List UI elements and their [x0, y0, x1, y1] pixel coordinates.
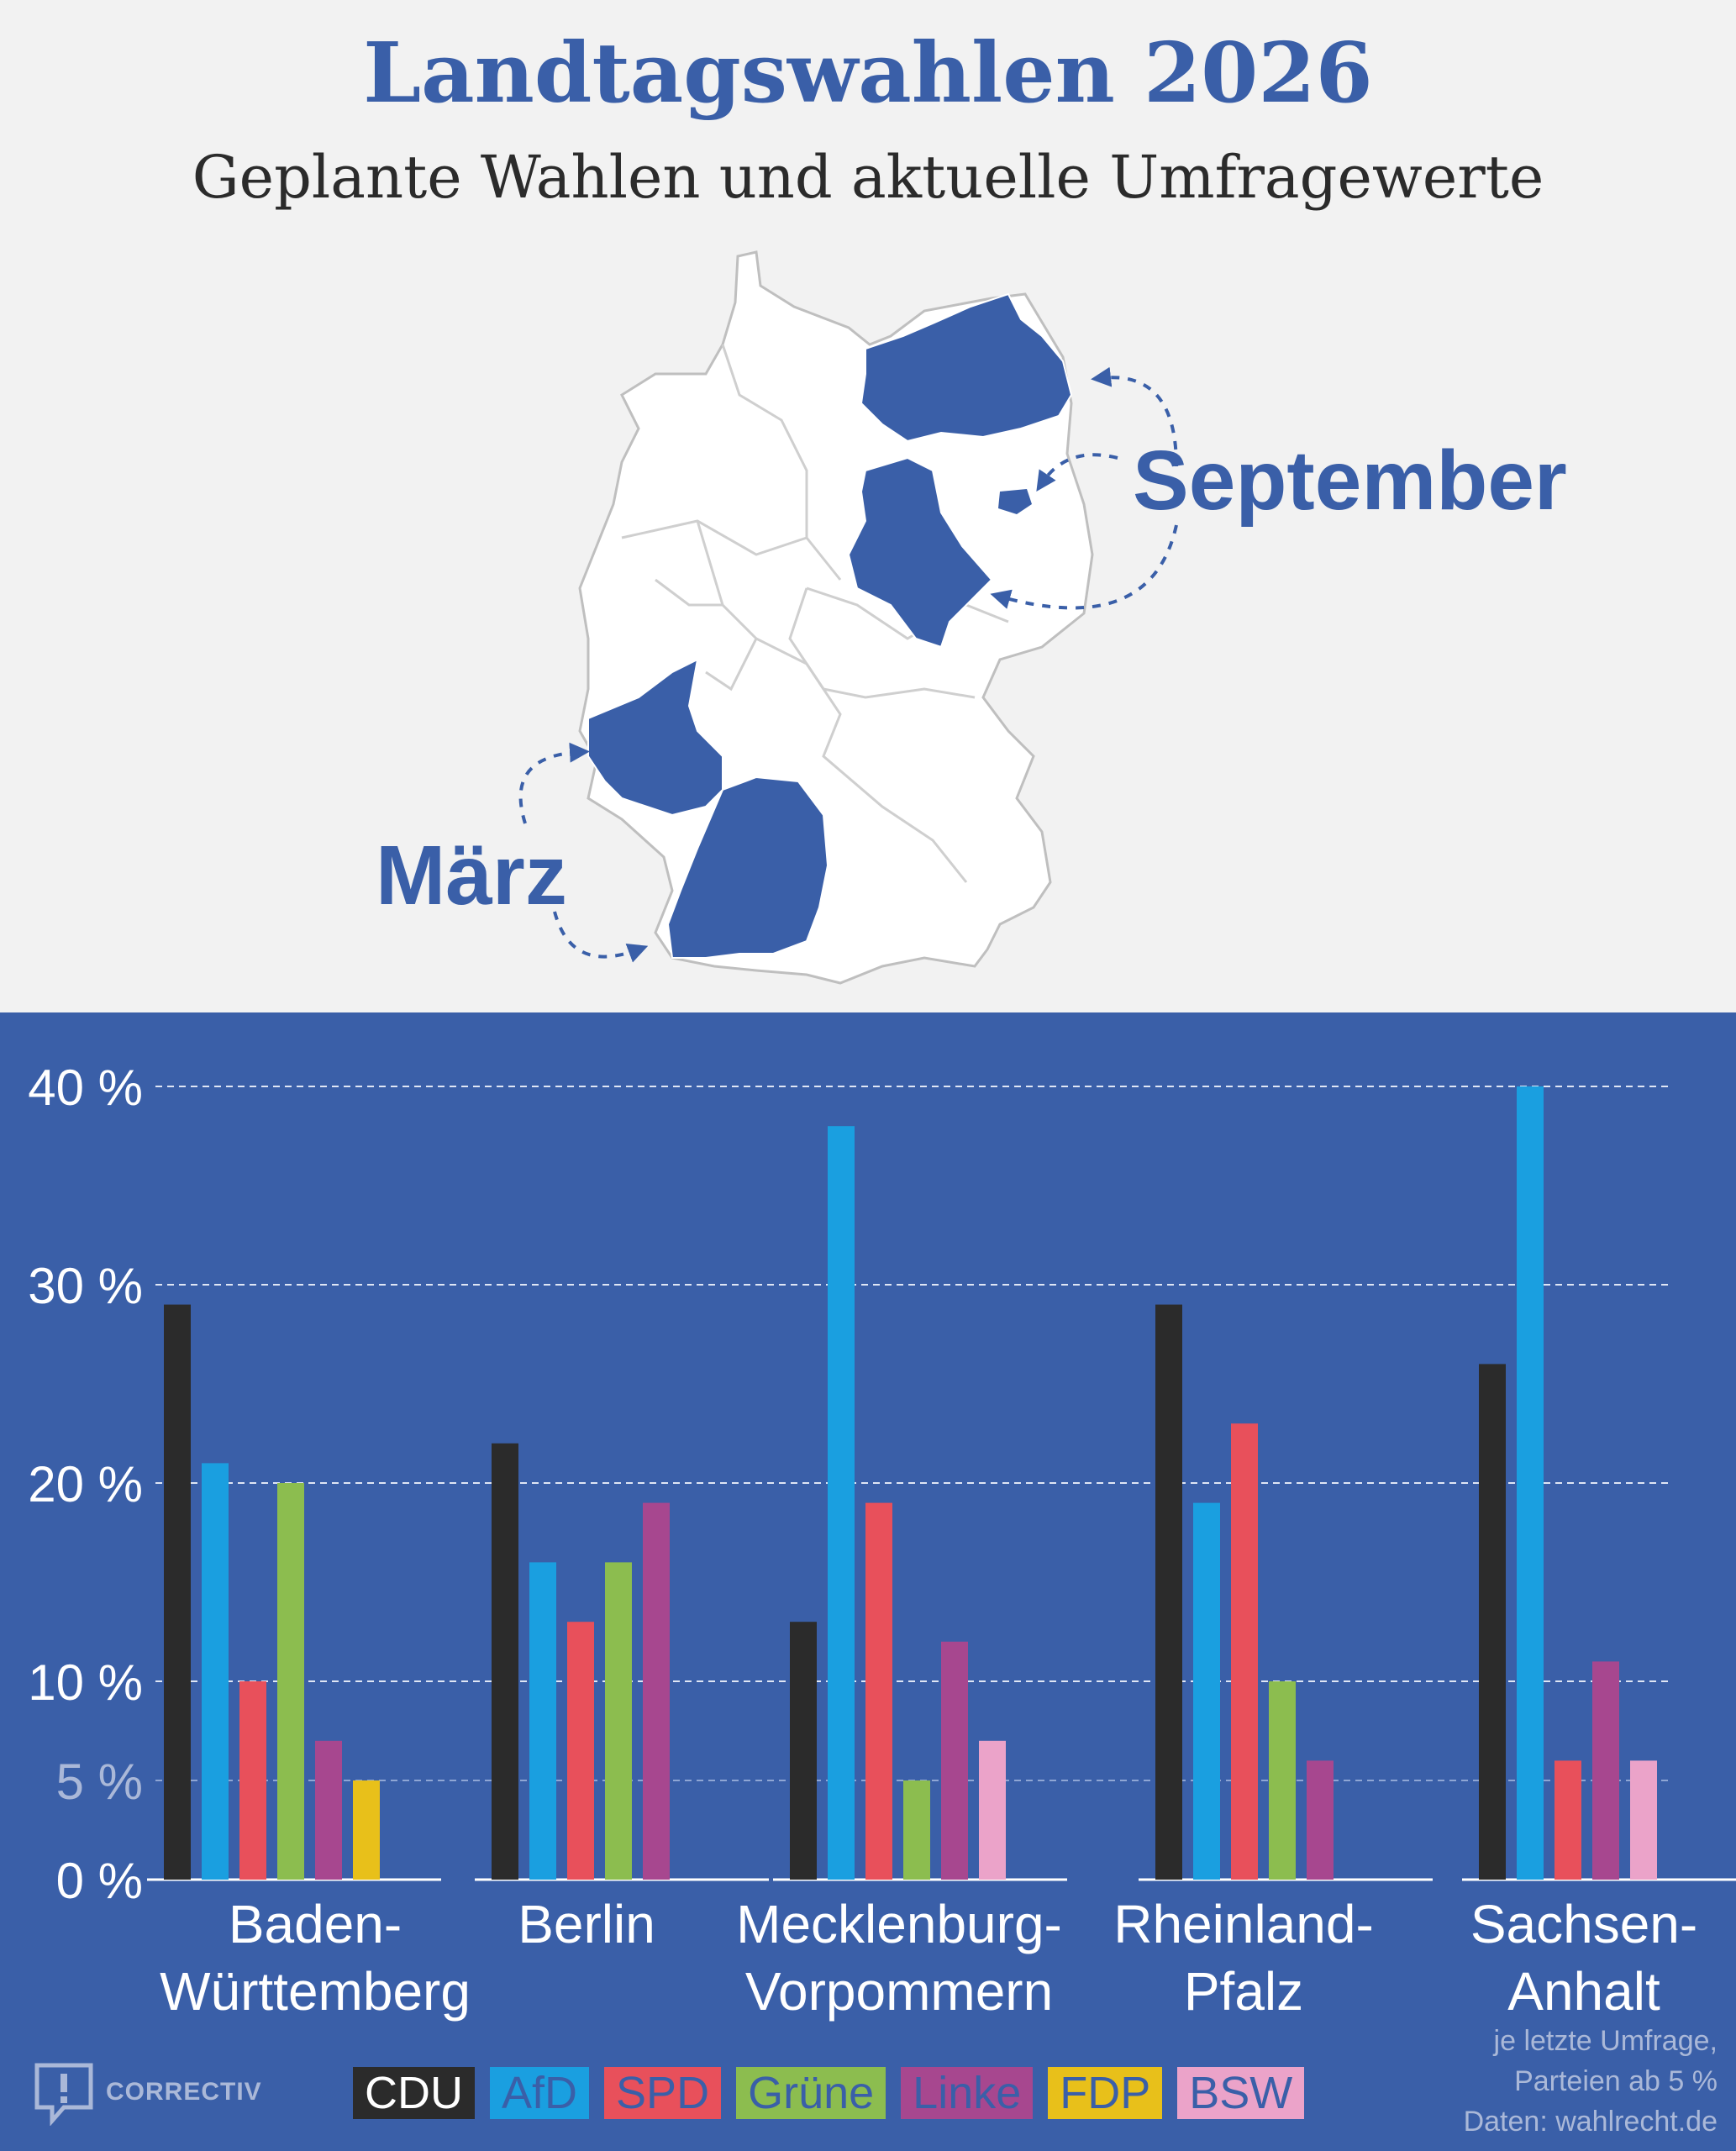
bar-linke [643, 1502, 670, 1880]
header-section: Landtagswahlen 2026 Geplante Wahlen und … [0, 0, 1736, 1012]
september-arrow-mv [1091, 366, 1178, 467]
bar-afd [828, 1126, 855, 1880]
chart-section: 0 % 5 % 10 % 20 % 30 % 40 % Baden- Württember… [0, 1012, 1736, 2151]
page-title: Landtagswahlen 2026 [363, 25, 1373, 122]
germany-map [518, 250, 1178, 985]
y-tick-label: 0 % [56, 1853, 143, 1909]
legend: CDU AfD SPD Grüne Linke FDP BSW [353, 2067, 1319, 2126]
y-tick-label: 5 % [56, 1754, 143, 1810]
y-tick-label: 10 % [28, 1654, 143, 1711]
bar-afd [529, 1562, 556, 1880]
page-subtitle: Geplante Wahlen und aktuelle Umfragewert… [192, 143, 1544, 212]
legend-item-grüne: Grüne [736, 2067, 886, 2119]
mecklenburg-vorpommern-region [860, 292, 1073, 443]
legend-item-fdp: FDP [1048, 2067, 1163, 2119]
bar-bsw [979, 1740, 1006, 1880]
maerz-label: März [376, 828, 567, 923]
legend-item-bsw: BSW [1177, 2067, 1305, 2119]
x-tick-label: Mecklenburg- Vorpommern [736, 1894, 1062, 2022]
bar-afd [202, 1463, 229, 1880]
bar-cdu [492, 1443, 518, 1880]
x-tick-label: Baden- Württemberg [160, 1894, 471, 2022]
correctiv-logo-icon [34, 2063, 93, 2126]
maerz-arrow-rheinland-pfalz [518, 742, 590, 824]
legend-item-spd: SPD [604, 2067, 722, 2119]
brand-logo: CORRECTIV [30, 2059, 262, 2126]
baden-wuerttemberg-region [666, 776, 829, 959]
bar-linke [315, 1740, 342, 1880]
berlin-region [998, 489, 1032, 514]
bar-afd [1193, 1502, 1220, 1880]
bar-spd [1555, 1760, 1581, 1880]
bar-cdu [1479, 1364, 1506, 1880]
legend-item-linke: Linke [901, 2067, 1034, 2119]
bar-spd [567, 1622, 594, 1880]
bar-linke [941, 1641, 968, 1880]
y-tick-label: 30 % [28, 1258, 143, 1314]
note-line: Parteien ab 5 % [1514, 2065, 1718, 2097]
brand-name: CORRECTIV [106, 2078, 262, 2106]
x-tick-label: Berlin [518, 1894, 655, 1954]
september-label: September [1133, 434, 1567, 528]
bar-spd [865, 1502, 892, 1880]
sachsen-anhalt-region [847, 456, 993, 649]
legend-item-cdu: CDU [353, 2067, 475, 2119]
bar-grüne [605, 1562, 632, 1880]
bar-cdu [1155, 1304, 1182, 1880]
bar-chart: 0 % 5 % 10 % 20 % 30 % 40 % [28, 1060, 1736, 1909]
x-tick-label: Sachsen- Anhalt [1470, 1894, 1698, 2022]
y-tick-label: 20 % [28, 1456, 143, 1512]
bar-linke [1307, 1760, 1334, 1880]
bar-afd [1517, 1086, 1544, 1880]
note-line: Daten: wahlrecht.de [1463, 2106, 1718, 2138]
note-line: je letzte Umfrage, [1493, 2025, 1718, 2057]
bar-cdu [790, 1622, 817, 1880]
bar-grüne [277, 1483, 304, 1880]
bar-spd [239, 1681, 266, 1880]
bar-cdu [164, 1304, 191, 1880]
source-note: je letzte Umfrage, Parteien ab 5 % Daten… [1464, 2021, 1718, 2142]
y-tick-label: 40 % [28, 1060, 143, 1116]
bar-linke [1592, 1661, 1619, 1880]
x-tick-label: Rheinland- Pfalz [1113, 1894, 1374, 2022]
legend-item-afd: AfD [490, 2067, 590, 2119]
bar-grüne [1269, 1681, 1296, 1880]
bar-spd [1231, 1423, 1258, 1880]
bar-bsw [1630, 1760, 1657, 1880]
maerz-arrow-baden-wuerttemberg [553, 911, 649, 963]
bar-fdp [353, 1780, 380, 1880]
bar-grüne [903, 1780, 930, 1880]
